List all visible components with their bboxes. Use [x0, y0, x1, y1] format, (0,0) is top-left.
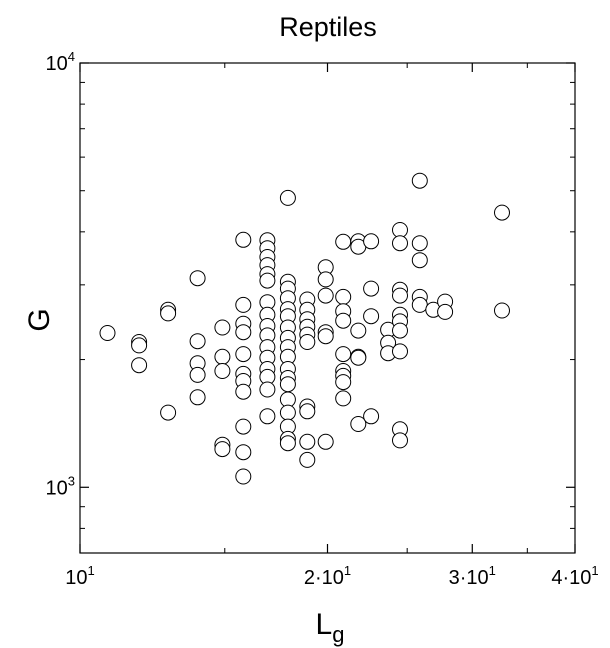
data-point: [392, 287, 408, 304]
data-point: [363, 233, 380, 250]
data-point: [99, 325, 116, 341]
data-point: [411, 296, 428, 313]
y-tick-label-base: 10: [46, 53, 68, 75]
data-point: [363, 308, 380, 325]
x-tick-label: 4·101: [551, 563, 598, 589]
y-tick-label-exponent: 3: [68, 473, 75, 488]
data-point: [279, 435, 296, 452]
data-point: [279, 189, 296, 206]
data-point: [363, 408, 380, 425]
data-point: [494, 204, 510, 221]
data-point: [259, 272, 276, 289]
x-tick-label-base: 2·10: [304, 567, 344, 589]
data-point: [335, 233, 352, 250]
data-point: [160, 305, 177, 322]
x-axis-label-main: L: [316, 608, 333, 641]
data-point: [299, 403, 316, 420]
data-point: [214, 348, 231, 365]
x-axis-tick-labels: 101 2·101 3·101 4·101: [65, 563, 598, 589]
data-point: [279, 376, 296, 393]
x-tick-label-exponent: 1: [489, 563, 496, 578]
x-tick-label: 2·101: [304, 563, 351, 589]
data-point: [494, 302, 510, 319]
data-point: [299, 433, 316, 450]
data-point: [279, 404, 296, 421]
data-point: [214, 441, 231, 458]
y-tick-label-exponent: 4: [68, 49, 75, 64]
data-point: [350, 322, 367, 339]
data-point: [235, 296, 252, 313]
data-point: [411, 252, 428, 269]
y-axis-ticks: [80, 62, 575, 529]
data-point: [235, 468, 252, 485]
data-point: [189, 389, 206, 406]
x-tick-label-exponent: 1: [88, 563, 95, 578]
data-point: [392, 343, 408, 360]
x-tick-label-base: 4·10: [551, 567, 591, 589]
x-axis-label: Lg: [316, 608, 345, 647]
x-tick-label-base: 3·10: [449, 567, 489, 589]
data-point: [235, 444, 252, 461]
data-point: [235, 324, 252, 341]
data-point: [335, 390, 352, 407]
x-tick-label: 101: [65, 563, 94, 589]
data-point: [259, 381, 276, 398]
data-point: [131, 337, 148, 354]
data-point: [317, 328, 334, 345]
data-point: [350, 416, 367, 432]
data-point: [235, 231, 252, 248]
data-point: [392, 235, 408, 252]
x-axis-label-subscript: g: [332, 622, 344, 647]
x-tick-label: 3·101: [449, 563, 496, 589]
data-point: [189, 333, 206, 350]
data-point: [131, 357, 148, 374]
data-point: [235, 346, 252, 363]
y-tick-label: 104: [46, 49, 75, 75]
data-point: [189, 366, 206, 383]
data-point: [299, 451, 316, 468]
data-point: [411, 172, 428, 189]
data-point: [335, 346, 352, 363]
x-tick-label-exponent: 1: [344, 563, 351, 578]
x-tick-label-exponent: 1: [591, 563, 598, 578]
data-point: [317, 271, 334, 288]
data-point: [335, 288, 352, 305]
data-points: [99, 172, 510, 485]
data-point: [363, 280, 380, 297]
data-point: [392, 322, 408, 339]
data-point: [235, 383, 252, 400]
data-point: [350, 349, 367, 366]
data-point: [335, 312, 352, 329]
data-point: [411, 235, 428, 252]
data-point: [317, 287, 334, 304]
data-point: [392, 432, 408, 449]
data-point: [437, 303, 454, 320]
data-point: [235, 418, 252, 435]
data-point: [214, 363, 231, 379]
data-point: [299, 334, 316, 350]
chart-title: Reptiles: [279, 12, 377, 42]
data-point: [160, 404, 177, 421]
data-point: [214, 319, 231, 336]
data-point: [335, 374, 352, 391]
y-axis-label: G: [23, 308, 56, 331]
x-tick-label-base: 10: [65, 567, 87, 589]
y-tick-label: 103: [46, 473, 75, 499]
data-point: [259, 408, 276, 425]
data-point: [317, 433, 334, 450]
data-point: [189, 270, 206, 287]
x-axis-ticks: [79, 63, 576, 553]
y-tick-label-base: 10: [46, 477, 68, 499]
